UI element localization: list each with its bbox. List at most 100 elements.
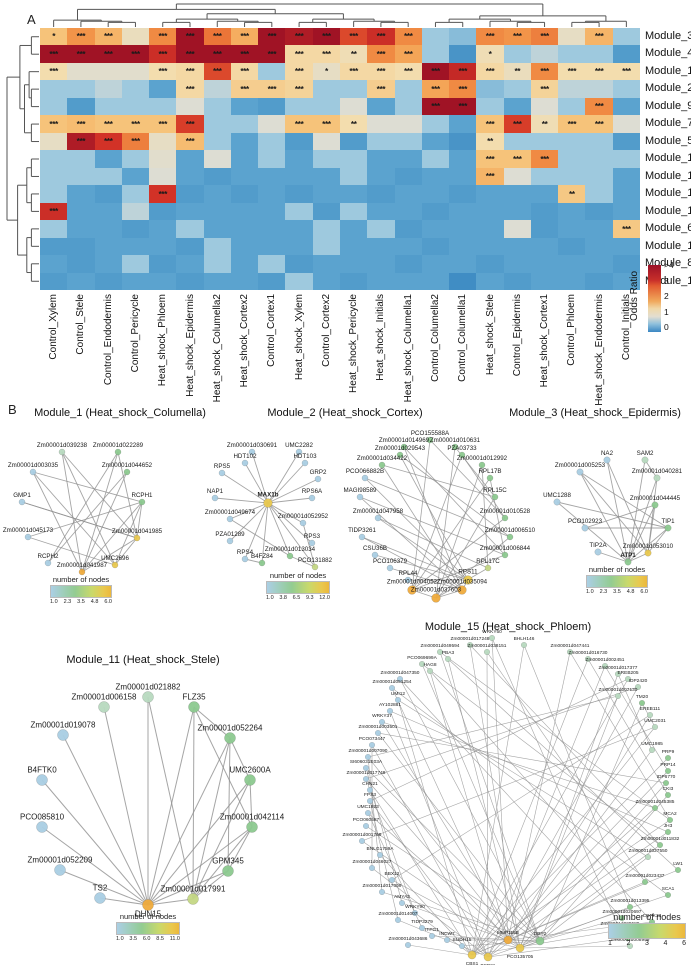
network-edge [397,699,473,956]
heatmap-cell [149,97,177,116]
heatmap-cell [67,272,95,290]
network-node [404,941,412,949]
heatmap-cell: *** [367,45,395,63]
network-edge [399,454,469,581]
network-node [29,468,37,476]
network-node [311,563,319,571]
heatmap-cell: *** [203,28,231,46]
network-edge [487,937,629,958]
network-edge [41,826,149,906]
network-node [443,936,451,944]
network-title-module1: Module_1 (Heat_shock_Columella) [34,407,206,419]
network-edge [267,502,304,524]
network-edge [193,706,231,739]
network-edge [369,678,629,802]
heatmap-cell [558,80,586,98]
network-edge [214,497,269,504]
network-edge [587,658,669,796]
heatmap-cell [203,167,231,186]
network-edge [461,940,541,947]
node-label: GPM345 [212,857,244,866]
heatmap-cell [176,150,204,168]
node-label: AY102881 [379,702,401,708]
network-node [142,899,154,911]
network-edge [302,522,316,568]
network-edge [365,778,509,941]
heatmap-cell [149,255,177,273]
node-label: NAP1 [207,488,224,495]
network-edge [147,779,251,906]
colorbar-gradient [648,265,661,332]
network-node [426,436,434,444]
heatmap-cell [203,255,231,273]
heatmap-cell: *** [67,28,95,46]
network-node [491,493,499,501]
network-node [411,909,419,917]
node-label: Zm00001d017248 [451,636,490,642]
heatmap-cell [530,167,559,186]
network-node [483,648,491,656]
network-edge [471,658,589,956]
node-label: RPS3 [304,533,321,540]
heatmap-cell [149,272,177,290]
node-label: Zm00001d023437 [626,873,665,879]
network-edge [61,451,138,539]
node-label: HAG8 [423,662,436,668]
network-edge [369,800,399,921]
heatmap-cell [449,202,477,221]
heatmap-cell [367,115,395,133]
node-label: Zm00001d047441 [551,643,590,649]
heatmap-cell [176,202,204,221]
node-label: CHN21 [362,781,378,787]
network-edge [421,663,661,846]
heatmap-cell [421,28,450,46]
network-edge [81,537,138,573]
network-node [651,501,659,509]
heatmap-column-label: Heat_shock_Epidermis [184,294,196,397]
colorbar-tick: 2 [664,291,669,301]
heatmap-cell: *** [530,150,559,168]
heatmap-cell [94,202,122,221]
network-node [634,683,642,691]
network-node [648,746,656,754]
heatmap-cell [40,132,68,151]
network-edge [244,558,263,564]
node-label: Zm00001d003035 [8,462,59,469]
heatmap-cell [121,220,150,238]
network-edge [361,536,463,591]
network-node [478,461,486,469]
node-label: SAM2 [637,450,654,457]
network-edge [192,779,251,900]
heatmap-cell: *** [476,28,504,46]
heatmap-cell [558,272,586,290]
network-node [356,493,364,501]
network-edge [617,673,653,751]
network-edge [606,459,649,554]
heatmap-cell [258,150,286,168]
network-edge [114,501,143,566]
heatmap-cell [612,115,640,133]
node-label: Zm00001d006158 [72,693,137,702]
heatmap-cell [258,185,286,203]
heatmap-cell: *** [367,62,395,81]
heatmap-cell [394,185,422,203]
network-node [138,498,146,506]
heatmap-cell: *** [176,62,204,81]
heatmap-cell [94,167,122,186]
network-edge [47,471,128,564]
network-node [378,718,386,726]
heatmap-cell [476,80,504,98]
node-label: PCO102923 [568,518,603,525]
heatmap-cell [176,255,204,273]
heatmap-cell [203,80,231,98]
node-label: LW1 [673,861,683,867]
heatmap-cell: *** [530,62,559,81]
node-label: Zm00001d011832 [641,836,680,842]
node-label: Zm00001d029543 [375,445,426,452]
legend-tick: 6.0 [104,599,112,605]
heatmap-cell: *** [312,45,340,63]
network-node [638,699,646,707]
network-node [358,837,366,845]
heatmap-cell: *** [258,80,286,98]
